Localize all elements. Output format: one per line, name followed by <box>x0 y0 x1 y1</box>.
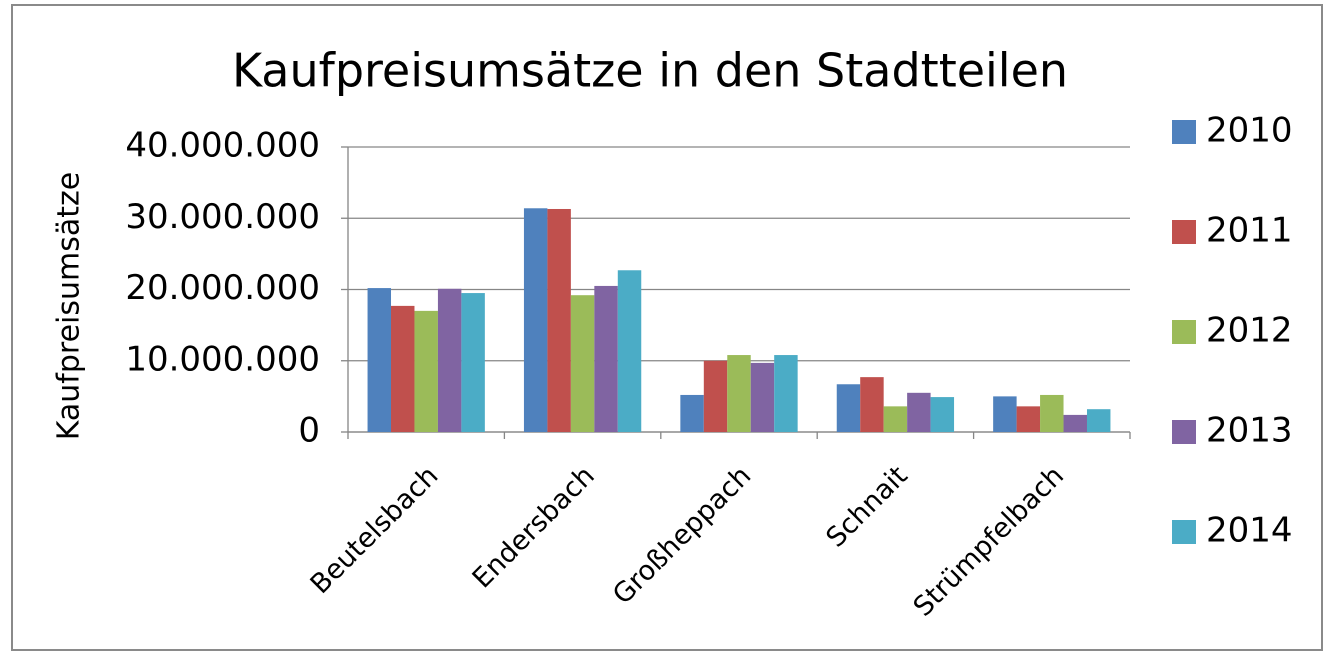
legend-swatch <box>1172 420 1196 444</box>
legend-label: 2014 <box>1206 511 1293 551</box>
bar <box>617 270 642 432</box>
bar <box>680 394 704 432</box>
legend-label: 2010 <box>1206 111 1293 151</box>
bar <box>437 288 462 432</box>
legend-swatch <box>1172 120 1196 144</box>
y-tick-label: 40.000.000 <box>125 126 320 166</box>
bar <box>860 377 884 432</box>
bar <box>883 406 908 432</box>
bar <box>774 355 798 432</box>
legend-swatch <box>1172 320 1196 344</box>
chart-title: Kaufpreisumsätze in den Stadtteilen <box>232 44 1068 98</box>
bar <box>836 384 861 432</box>
bar <box>367 288 392 432</box>
y-tick-label: 0 <box>298 411 320 451</box>
bar <box>414 310 438 432</box>
bar <box>750 362 775 432</box>
bar <box>907 392 931 432</box>
bar <box>570 295 595 432</box>
bar <box>594 285 618 432</box>
y-tick-label: 30.000.000 <box>125 197 320 237</box>
bar <box>727 355 751 432</box>
legend-label: 2012 <box>1206 311 1293 351</box>
y-tick-label: 20.000.000 <box>125 268 320 308</box>
legend-swatch <box>1172 520 1196 544</box>
bar <box>1040 394 1064 432</box>
y-tick-label: 10.000.000 <box>125 339 320 379</box>
legend-label: 2011 <box>1206 211 1293 251</box>
bar <box>1086 409 1111 432</box>
bar <box>703 360 728 432</box>
legend-swatch <box>1172 220 1196 244</box>
bar <box>1063 414 1087 432</box>
bar <box>930 397 955 432</box>
bar <box>993 396 1017 432</box>
bar <box>391 305 415 432</box>
y-axis-title: Kaufpreisumsätze <box>52 172 87 440</box>
chart-border <box>11 4 1323 651</box>
bar <box>547 208 571 432</box>
bar <box>523 208 548 432</box>
bar <box>1016 406 1041 432</box>
legend-label: 2013 <box>1206 411 1293 451</box>
bar <box>461 293 485 432</box>
